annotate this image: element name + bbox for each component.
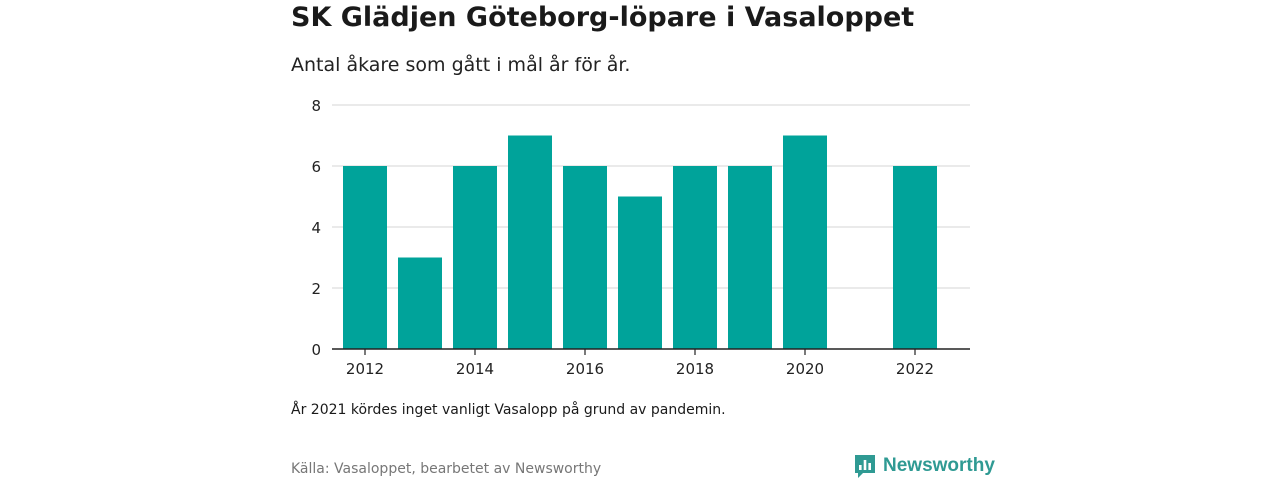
newsworthy-logo-icon: [855, 455, 875, 478]
y-tick-label: 0: [311, 341, 321, 359]
chart-source: Källa: Vasaloppet, bearbetet av Newswort…: [291, 461, 602, 477]
bar-2020: [783, 135, 827, 349]
newsworthy-logo: Newsworthy: [853, 453, 995, 479]
axes: 0 2 4 6 8 2012 2014 2016 2018 2020 2022: [311, 97, 970, 378]
x-tick-label: 2012: [346, 360, 384, 378]
bar-2012: [343, 166, 387, 349]
y-tick-label: 8: [311, 97, 321, 115]
x-tick-label: 2016: [566, 360, 604, 378]
bar-2022: [893, 166, 937, 349]
x-tick-label: 2018: [676, 360, 714, 378]
x-tick-label: 2020: [786, 360, 824, 378]
bar-2017: [618, 196, 662, 349]
bars: [343, 135, 937, 349]
brand-name: Newsworthy: [883, 455, 995, 476]
x-tick-label: 2022: [896, 360, 934, 378]
bar-2018: [673, 166, 717, 349]
y-tick-label: 2: [311, 280, 321, 298]
chart-subtitle: Antal åkare som gått i mål år för år.: [291, 54, 631, 76]
chart-title: SK Glädjen Göteborg-löpare i Vasaloppet: [291, 2, 915, 33]
bar-2016: [563, 166, 607, 349]
bar-2015: [508, 135, 552, 349]
bar-2019: [728, 166, 772, 349]
chart-note: År 2021 kördes inget vanligt Vasalopp på…: [291, 402, 726, 418]
bar-chart: 0 2 4 6 8 2012 2014 2016 2018 2020 2022: [311, 97, 970, 378]
y-tick-label: 6: [311, 158, 321, 176]
bar-2013: [398, 257, 442, 349]
y-tick-label: 4: [311, 219, 321, 237]
bar-2014: [453, 166, 497, 349]
x-tick-label: 2014: [456, 360, 494, 378]
